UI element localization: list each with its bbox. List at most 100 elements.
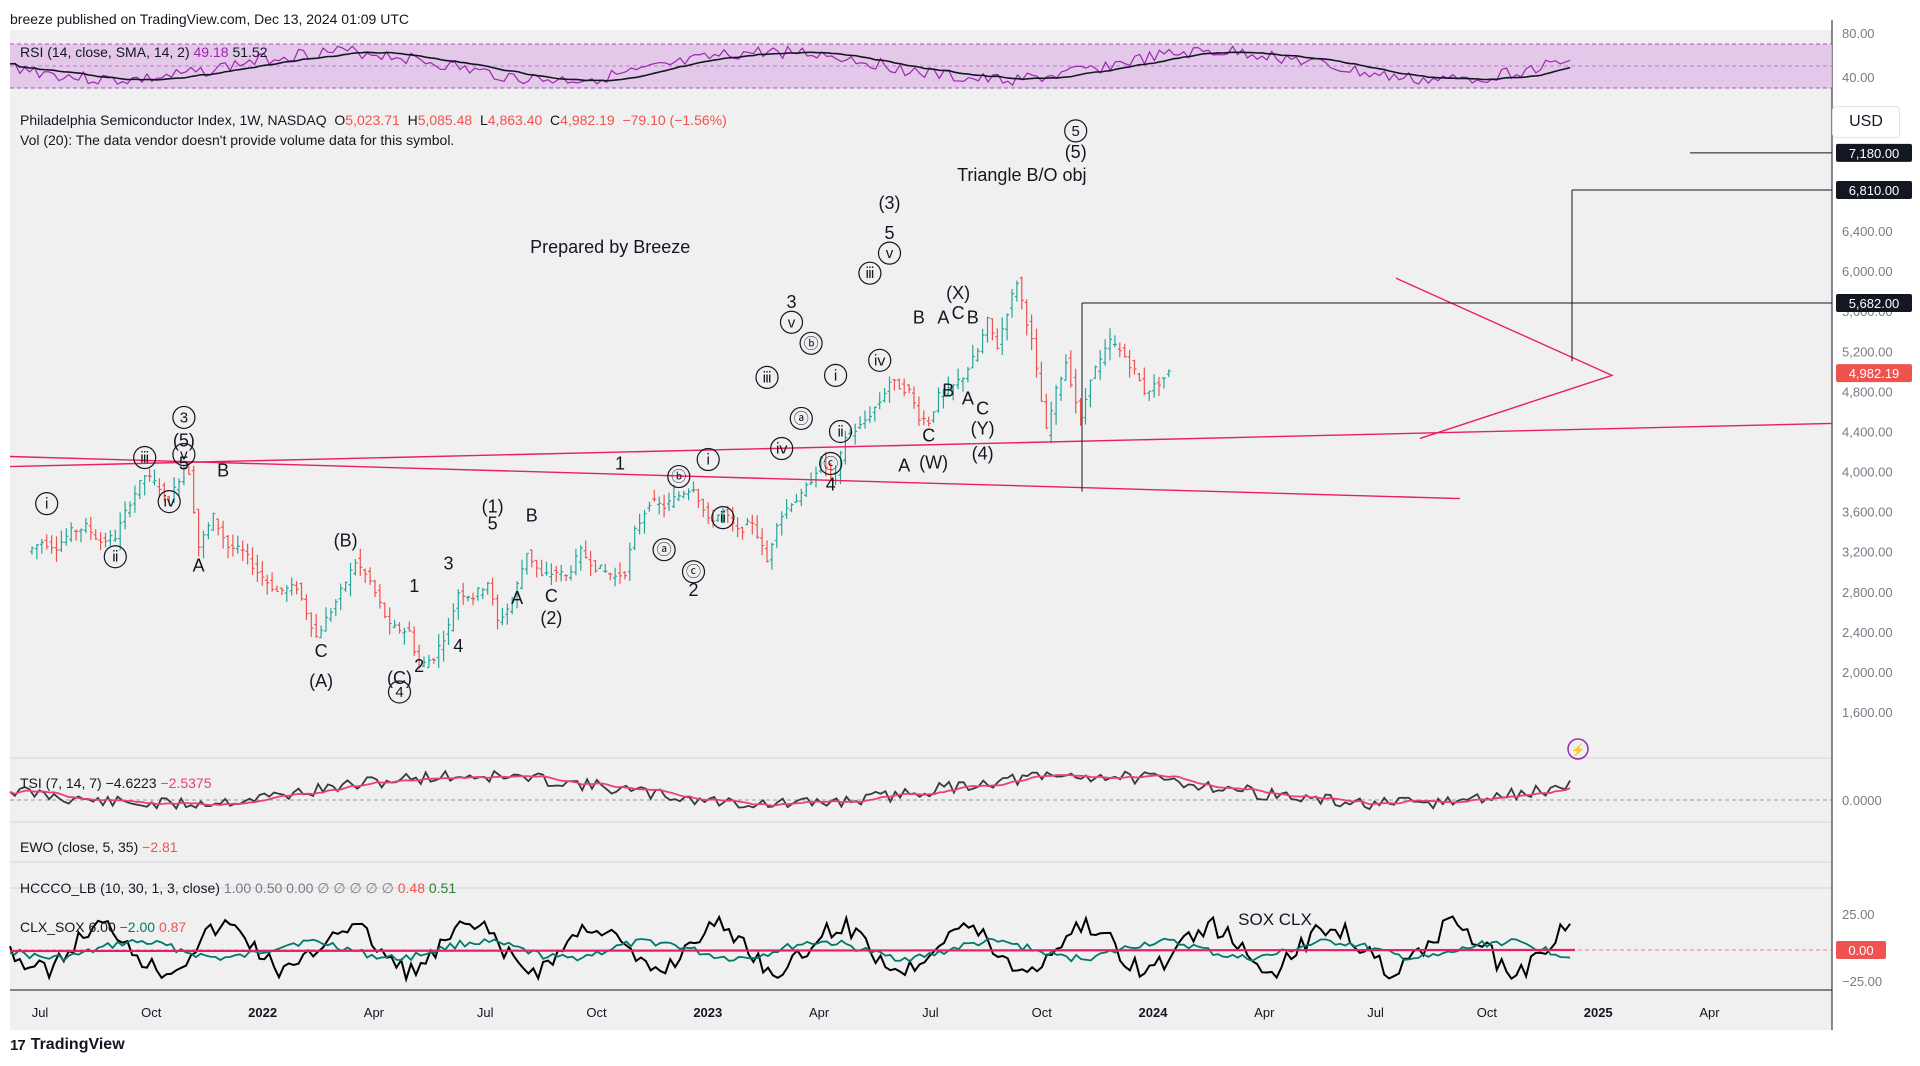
y-tick-label: 6,400.00	[1842, 224, 1893, 239]
wave-label: C	[952, 303, 965, 323]
legend-value: 49.18	[194, 44, 233, 60]
clx-legend[interactable]: CLX_SOX 6.00 −2.00 0.87	[20, 919, 186, 935]
lower-trendline	[9, 455, 1461, 500]
long-trendline	[9, 422, 1833, 468]
x-tick-label: 2022	[248, 1005, 277, 1020]
wave-label: (5)	[1065, 142, 1087, 162]
wave-label: 5	[1072, 123, 1080, 140]
legend-value: −2.00	[120, 919, 159, 935]
wave-label: A	[511, 588, 523, 608]
wave-label: ⅱ	[112, 549, 119, 566]
wave-label: ⓑ	[804, 335, 819, 352]
wave-label: A	[193, 556, 205, 576]
wave-label: ⓑ	[671, 469, 686, 486]
clx-tick-label: 25.00	[1842, 907, 1875, 922]
triangle-lines	[1395, 277, 1614, 440]
wave-label: ⅰ	[706, 452, 710, 469]
open-label: O	[334, 112, 346, 128]
wave-label: ⅱ	[719, 510, 726, 527]
legend-value: 1.00	[224, 880, 255, 896]
legend-label: EWO (close, 5, 35)	[20, 839, 142, 855]
clx-mid-line	[9, 948, 1576, 953]
wave-label: B	[967, 307, 979, 327]
price-label-badge	[1836, 143, 1912, 162]
y-tick-label: 4,800.00	[1842, 384, 1893, 399]
wave-label: 2	[414, 656, 424, 676]
wave-circle	[823, 363, 848, 387]
x-tick-label: Oct	[586, 1005, 607, 1020]
price-label-text: 6,810.00	[1849, 183, 1900, 198]
x-tick-label: Apr	[809, 1005, 830, 1020]
wave-label: 4	[395, 684, 403, 701]
ewo-legend[interactable]: EWO (close, 5, 35) −2.81	[20, 839, 178, 855]
wave-label: 5	[179, 454, 189, 474]
wave-label: 3	[786, 292, 796, 312]
wave-label: 5	[884, 223, 894, 243]
wave-label: Triangle B/O obj	[957, 165, 1086, 185]
x-tick-label: Apr	[364, 1005, 385, 1020]
volume-note: Vol (20): The data vendor doesn't provid…	[20, 132, 455, 148]
tsi-legend[interactable]: TSI (7, 14, 7) −4.6223 −2.5375	[20, 775, 212, 791]
x-tick-label: Oct	[141, 1005, 162, 1020]
wave-circle	[711, 506, 735, 530]
flash-icon[interactable]	[1567, 738, 1589, 760]
rsi-legend[interactable]: RSI (14, close, SMA, 14, 2) 49.18 51.52	[20, 44, 268, 60]
wave-label: ⅳ	[776, 441, 788, 458]
wave-label: 5	[488, 514, 498, 534]
wave-circle	[819, 451, 843, 476]
x-tick-label: Oct	[1477, 1005, 1498, 1020]
wave-label: A	[962, 388, 974, 408]
close-label: C	[550, 112, 561, 128]
wave-label: B	[526, 506, 538, 526]
hcccco-legend[interactable]: HCCCO_LB (10, 30, 1, 3, close) 1.00 0.50…	[20, 880, 456, 896]
wave-circle	[652, 538, 676, 562]
tradingview-brand[interactable]: 17 TradingView	[10, 1036, 125, 1054]
legend-value: 0.51	[429, 880, 456, 896]
wave-label: ⅰ	[834, 367, 838, 384]
price-label-text: 4,982.19	[1849, 366, 1900, 381]
wave-label: ⓐ	[657, 542, 672, 559]
y-tick-label: 3,600.00	[1842, 505, 1893, 520]
x-tick-label: Oct	[1032, 1005, 1053, 1020]
wave-label: ⅳ	[874, 352, 886, 369]
price-label-text: 5,682.00	[1849, 296, 1900, 311]
legend-value: −2.81	[142, 839, 178, 855]
legend-value: 0.50	[255, 880, 286, 896]
wave-label: 2	[688, 580, 698, 600]
wave-label: (A)	[309, 671, 333, 691]
wave-circle	[172, 442, 196, 467]
clx-tick-label: −25.00	[1842, 974, 1882, 989]
wave-label: ⅱ	[837, 423, 844, 440]
clx-zero-badge	[1836, 941, 1886, 959]
wave-circle	[789, 406, 813, 431]
plot-background	[10, 30, 1832, 1030]
legend-value: −2.5375	[160, 775, 211, 791]
wave-circle	[172, 405, 196, 430]
wave-label: (2)	[540, 608, 562, 628]
wave-label: 3	[180, 409, 188, 426]
price-label-text: 7,180.00	[1849, 146, 1900, 161]
wave-label: ⓒ	[823, 456, 838, 473]
wave-circle	[133, 445, 157, 470]
wave-label: ⅳ	[163, 494, 175, 511]
wave-label: C	[922, 425, 935, 445]
change-value: −79.10 (−1.56%)	[622, 112, 727, 128]
wave-label: (3)	[879, 193, 901, 213]
y-tick-label: 6,000.00	[1842, 264, 1893, 279]
close-value: 4,982.19	[560, 112, 615, 128]
currency-button[interactable]: USD	[1832, 106, 1900, 138]
rsi-sma-line	[9, 51, 1571, 82]
x-tick-label: Apr	[1699, 1005, 1720, 1020]
x-tick-label: Jul	[32, 1005, 49, 1020]
legend-value: 0.87	[159, 919, 186, 935]
wave-circle	[828, 419, 853, 444]
clx-zero-label: 0.00	[1848, 943, 1873, 958]
wave-circle	[770, 436, 794, 461]
wave-label: v	[788, 314, 796, 331]
legend-label: RSI (14, close, SMA, 14, 2)	[20, 44, 194, 60]
wave-circle	[1064, 119, 1088, 143]
wave-label: B	[942, 380, 954, 400]
wave-label: ⓒ	[686, 564, 701, 581]
y-tick-label: 2,000.00	[1842, 665, 1893, 680]
